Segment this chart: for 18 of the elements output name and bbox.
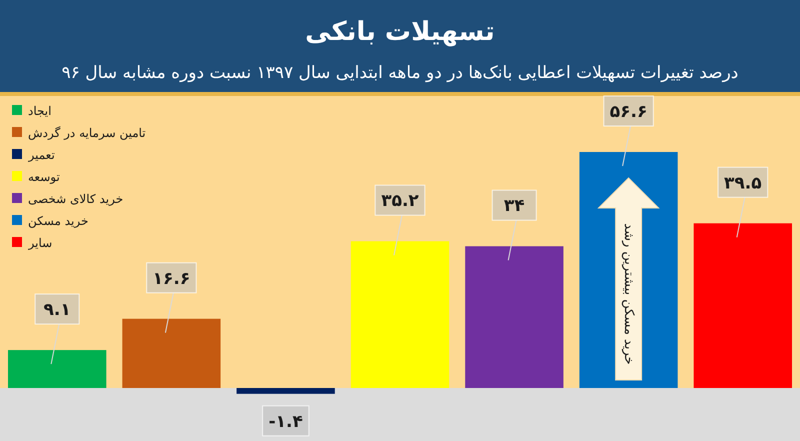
data-label: ۳۹.۵ <box>724 173 762 194</box>
annotation: خرید مسکن بیشترین رشد <box>597 177 660 380</box>
data-label: ۹.۱ <box>44 300 71 320</box>
legend-label: تعمیر <box>28 148 55 162</box>
data-label: -۱.۴ <box>268 412 303 432</box>
data-label: ۱۶.۶ <box>152 268 190 289</box>
annotation: خرید مسکن بیشترین رشد <box>621 223 636 365</box>
chart-title: تسهیلات بانکی <box>305 17 495 47</box>
data-label: ۳۵.۲ <box>381 191 419 212</box>
legend-label: سایر <box>28 236 52 250</box>
legend-label: توسعه <box>28 170 60 184</box>
data-label: ۳۴ <box>504 196 525 216</box>
legend-label: تامین سرمایه در گردش <box>28 126 146 140</box>
legend-label: ایجاد <box>28 104 52 118</box>
legend-label: خرید مسکن <box>28 214 88 228</box>
data-label: ۵۶.۶ <box>610 102 648 122</box>
chart-subtitle: درصد تغییرات تسهیلات اعطایی بانک‌ها در دو ماهه ابتدایی سال ۱۳۹۷ نسبت دوره مشابه سال ۹۶ <box>62 63 738 83</box>
legend-label: خرید کالای شخصی <box>28 192 124 206</box>
